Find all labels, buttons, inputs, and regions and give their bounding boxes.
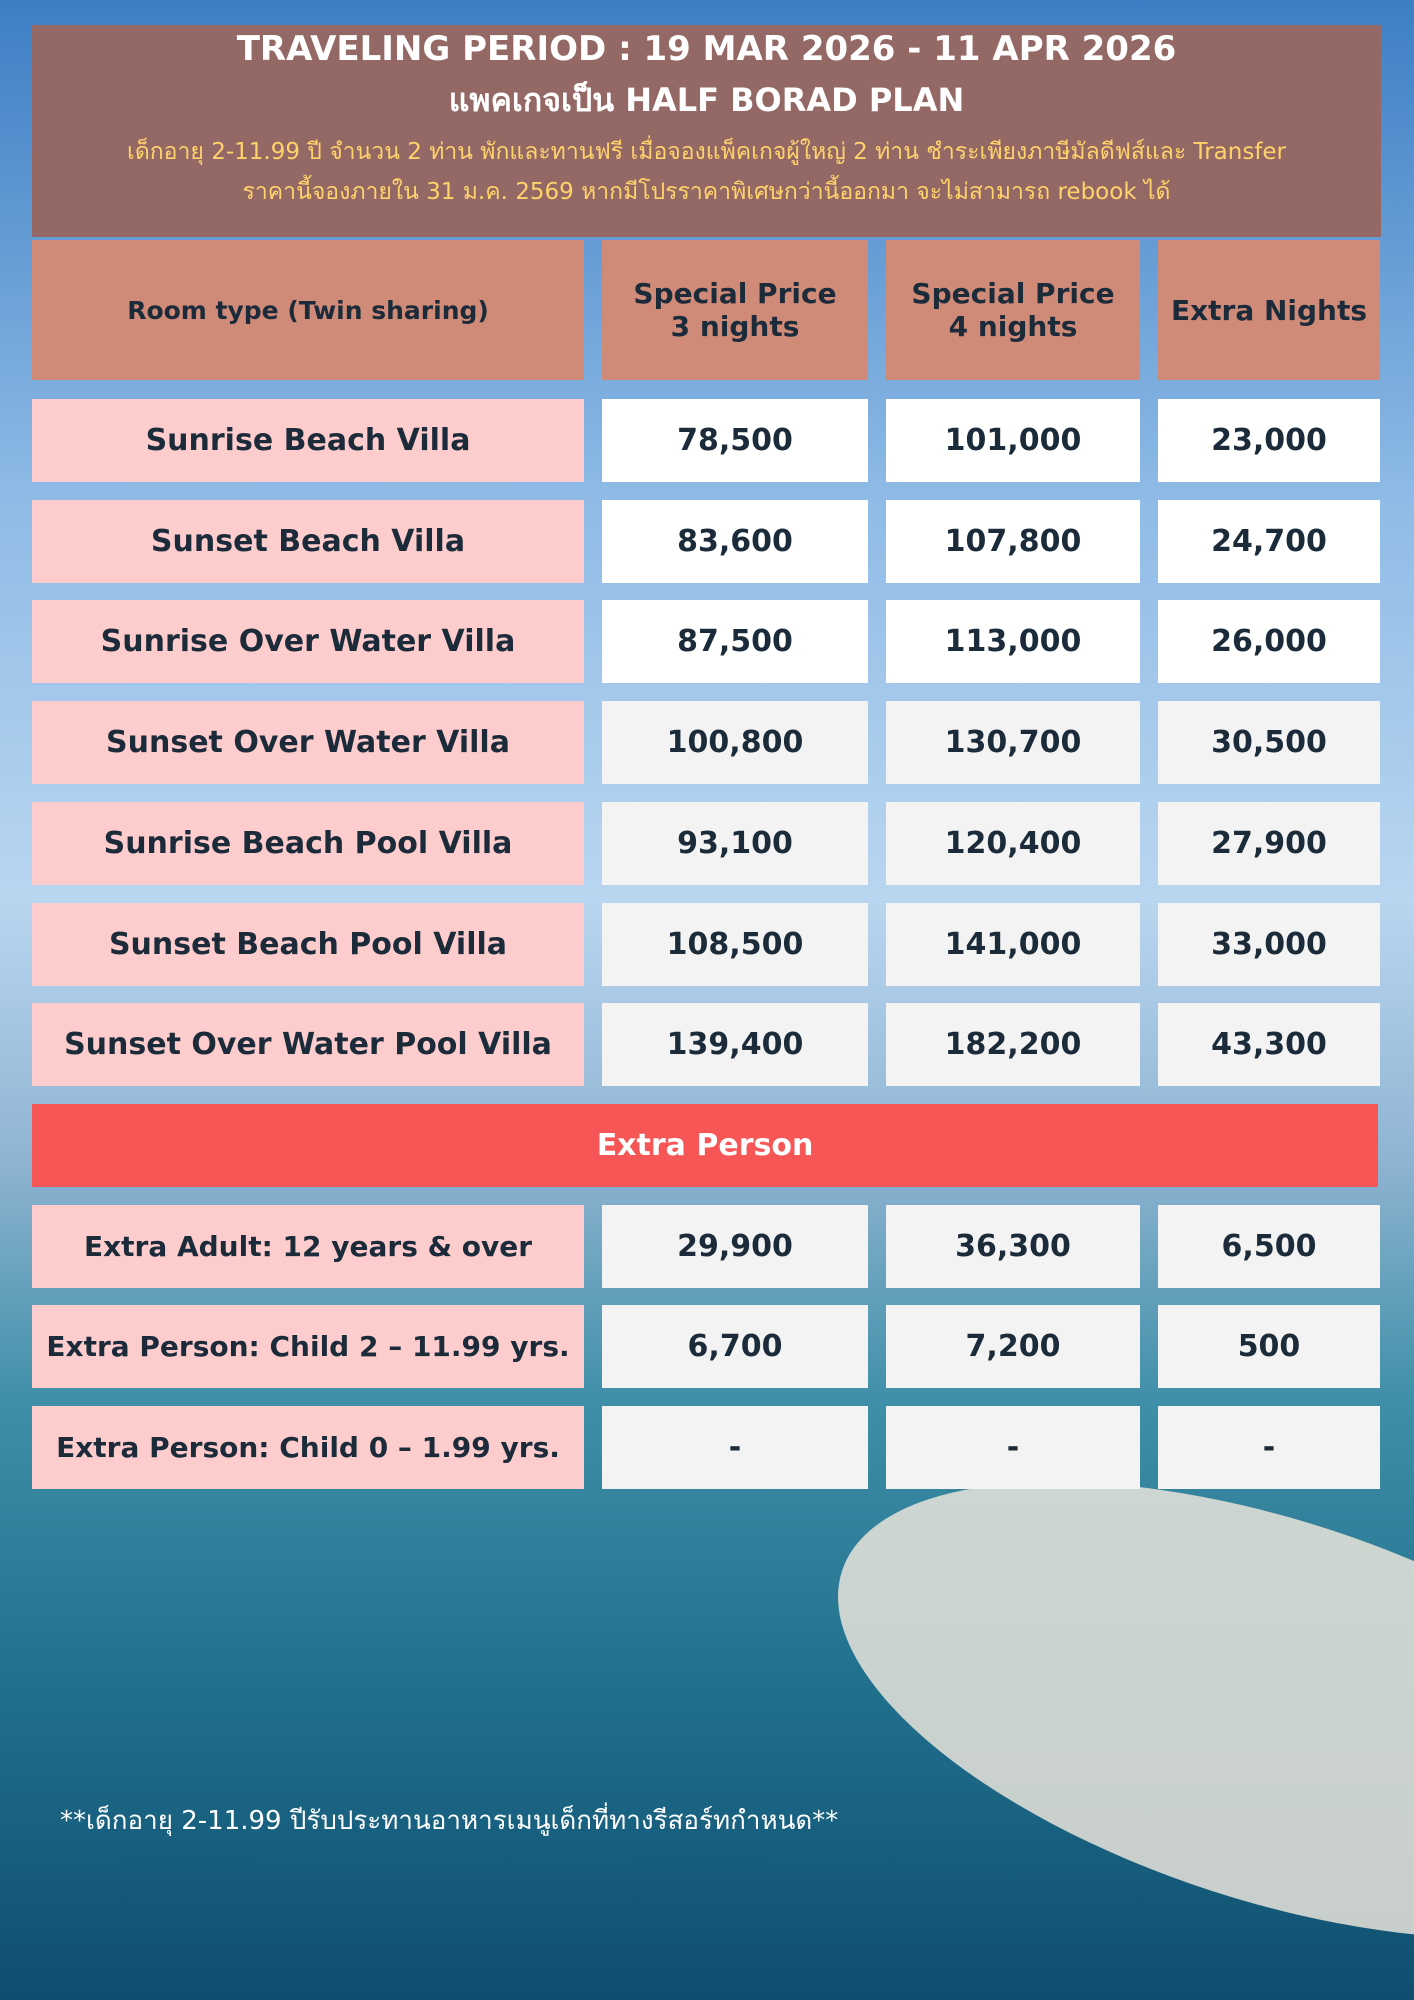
- footnote: **เด็กอายุ 2-11.99 ปีรับประทานอาหารเมนูเ…: [60, 1806, 839, 1836]
- room-name: Sunrise Beach Pool Villa: [32, 801, 584, 885]
- price-cell: 27,900: [1158, 801, 1380, 885]
- column-header: Extra Nights: [1158, 240, 1380, 380]
- room-name: Sunset Over Water Villa: [32, 701, 584, 785]
- price-cell: 83,600: [602, 499, 868, 583]
- price-cell: -: [1158, 1406, 1380, 1489]
- price-cell: 182,200: [886, 1003, 1140, 1087]
- price-cell: 108,500: [602, 902, 868, 986]
- column-header: Special Price 3 nights: [602, 240, 868, 380]
- price-cell: 107,800: [886, 499, 1140, 583]
- room-name: Sunset Beach Pool Villa: [32, 902, 584, 986]
- price-cell: 33,000: [1158, 902, 1380, 986]
- room-name: Sunrise Over Water Villa: [32, 600, 584, 684]
- title: TRAVELING PERIOD : 19 MAR 2026 - 11 APR …: [236, 29, 1177, 69]
- price-cell: 87,500: [602, 600, 868, 684]
- price-cell: 43,300: [1158, 1003, 1380, 1087]
- column-header: Special Price 4 nights: [886, 240, 1140, 380]
- extra-name: Extra Person: Child 2 – 11.99 yrs.: [32, 1305, 584, 1389]
- price-cell: 24,700: [1158, 499, 1380, 583]
- price-cell: 6,700: [602, 1305, 868, 1389]
- price-cell: 100,800: [602, 701, 868, 785]
- room-name: Sunset Beach Villa: [32, 499, 584, 583]
- note: เด็กอายุ 2-11.99 ปี จำนวน 2 ท่าน พักและท…: [126, 139, 1287, 165]
- price-cell: 113,000: [886, 600, 1140, 684]
- room-name: Sunrise Beach Villa: [32, 399, 584, 482]
- price-cell: 36,300: [886, 1204, 1140, 1288]
- price-cell: 23,000: [1158, 399, 1380, 482]
- extra-name: Extra Person: Child 0 – 1.99 yrs.: [32, 1406, 584, 1489]
- price-cell: 78,500: [602, 399, 868, 482]
- price-cell: 30,500: [1158, 701, 1380, 785]
- price-cell: 139,400: [602, 1003, 868, 1087]
- price-cell: 29,900: [602, 1204, 868, 1288]
- price-cell: 130,700: [886, 701, 1140, 785]
- subtitle: แพคเกจเป็น HALF BORAD PLAN: [448, 81, 965, 119]
- price-cell: 141,000: [886, 902, 1140, 986]
- price-cell: -: [886, 1406, 1140, 1489]
- extra-name: Extra Adult: 12 years & over: [32, 1204, 584, 1288]
- price-cell: 7,200: [886, 1305, 1140, 1389]
- price-cell: 6,500: [1158, 1204, 1380, 1288]
- price-cell: 500: [1158, 1305, 1380, 1389]
- price-cell: 120,400: [886, 801, 1140, 885]
- price-cell: 93,100: [602, 801, 868, 885]
- header: TRAVELING PERIOD : 19 MAR 2026 - 11 APR …: [32, 25, 1381, 237]
- price-cell: 101,000: [886, 399, 1140, 482]
- column-header: Room type (Twin sharing): [32, 240, 584, 380]
- room-name: Sunset Over Water Pool Villa: [32, 1003, 584, 1087]
- price-cell: 26,000: [1158, 600, 1380, 684]
- note: ราคานี้จองภายใน 31 ม.ค. 2569 หากมีโปรราค…: [242, 179, 1171, 205]
- section-header: Extra Person: [32, 1103, 1378, 1187]
- price-cell: -: [602, 1406, 868, 1489]
